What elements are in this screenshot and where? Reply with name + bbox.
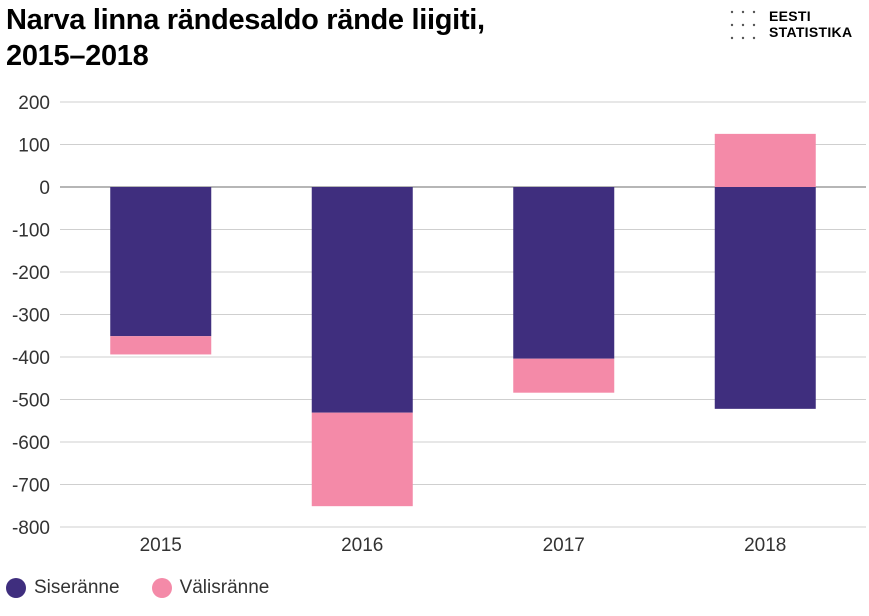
bar-välisränne-2015: [110, 336, 212, 355]
legend-swatch: [6, 578, 26, 598]
x-tick-label: 2018: [744, 535, 786, 556]
y-tick-label: -400: [12, 348, 50, 369]
bar-siseränne-2015: [110, 187, 212, 337]
y-tick-label: 0: [39, 178, 50, 199]
y-tick-label: -500: [12, 391, 50, 412]
legend-label: Välisränne: [179, 577, 270, 598]
y-tick-label: -300: [12, 306, 50, 327]
bar-siseränne-2016: [311, 187, 413, 413]
logo-line-1: EESTI: [769, 8, 811, 24]
logo-dots-icon: [730, 10, 756, 40]
chart-title: Narva linna rändesaldo rände liigiti, 20…: [6, 2, 626, 74]
y-tick-label: -100: [12, 221, 50, 242]
logo-line-2: STATISTIKA: [769, 24, 853, 40]
chart-title-line-1: Narva linna rändesaldo rände liigiti,: [6, 4, 485, 36]
legend-item: Siseränne: [6, 577, 120, 599]
bar-siseränne-2017: [513, 187, 615, 359]
y-tick-label: 200: [18, 93, 50, 114]
bar-välisränne-2017: [513, 358, 615, 393]
bar-chart: 200 100 0 -100 -200 -300 -400 -500 -600 -700 -800 2…: [12, 93, 866, 556]
legend-label: Siseränne: [34, 577, 120, 598]
bar-siseränne-2018: [714, 187, 816, 409]
legend-swatch: [151, 578, 172, 598]
bar-välisränne-2016: [311, 412, 413, 507]
eesti-statistika-logo: EESTI STATISTIKA: [728, 8, 868, 42]
legend-item: Välisränne: [151, 577, 270, 599]
x-tick-label: 2016: [341, 535, 383, 556]
y-tick-label: 100: [18, 136, 50, 157]
bar-välisränne-2018: [714, 133, 816, 187]
logo-text: EESTI STATISTIKA: [769, 8, 852, 40]
y-tick-label: -800: [12, 518, 50, 539]
chart-legend: Siseränne Välisränne: [6, 576, 301, 600]
chart-title-line-2: 2015–2018: [6, 40, 149, 72]
x-tick-label: 2017: [543, 535, 585, 556]
y-tick-label: -600: [12, 433, 50, 454]
y-tick-label: -200: [12, 263, 50, 284]
x-tick-label: 2015: [140, 535, 182, 556]
y-tick-label: -700: [12, 476, 50, 497]
